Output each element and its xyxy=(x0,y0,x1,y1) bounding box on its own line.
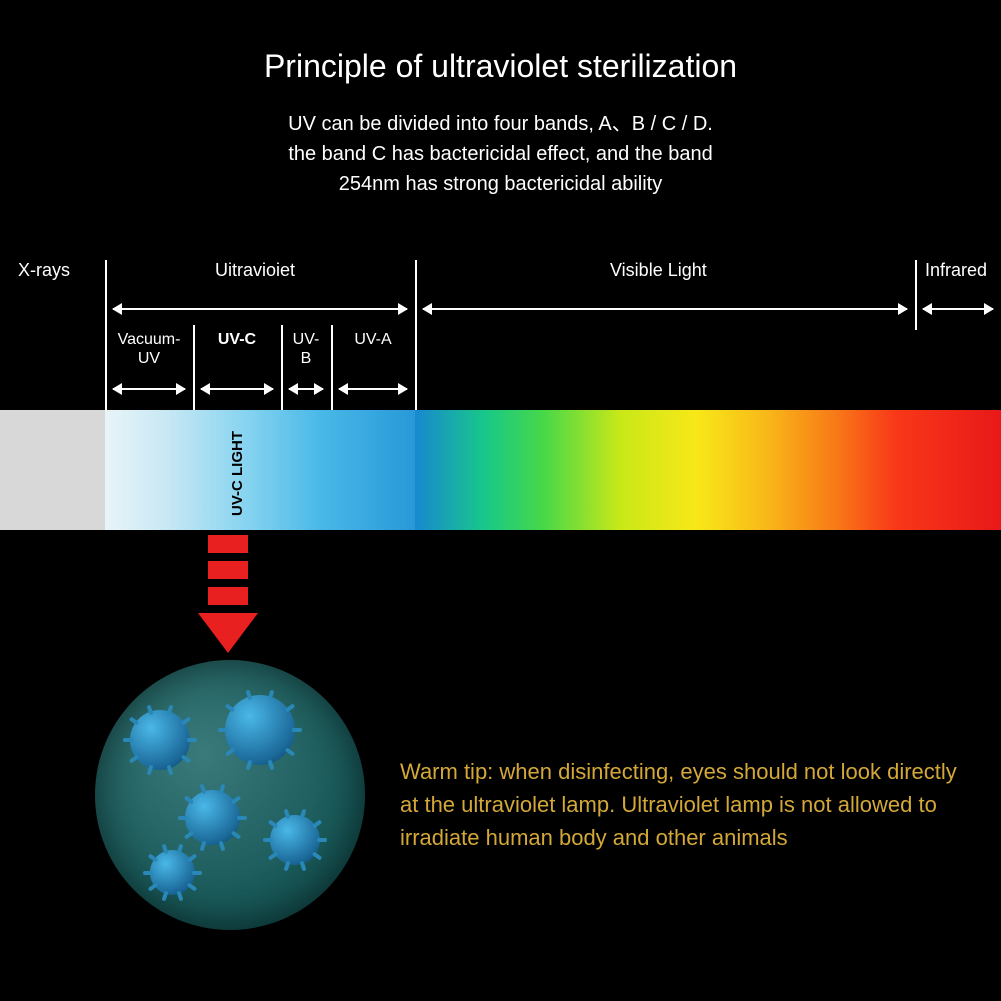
subtitle-line-2: the band C has bactericidal effect, and … xyxy=(288,143,712,165)
top-range-arrows xyxy=(0,300,1001,330)
spectrum-bar: UV-C LIGHT xyxy=(0,410,1001,530)
divider-1 xyxy=(105,260,107,330)
arrow-uvc xyxy=(201,388,273,390)
uv-subband-labels: Vacuum- UV UV-C UV- B UV-A xyxy=(0,330,1001,380)
spectrum-chart: X-rays Uitravioiet Visible Light Infrare… xyxy=(0,260,1001,530)
top-category-labels: X-rays Uitravioiet Visible Light Infrare… xyxy=(0,260,1001,300)
red-dash-2 xyxy=(208,561,248,579)
label-infrared: Infrared xyxy=(925,260,987,281)
red-dash-1 xyxy=(208,535,248,553)
divider-3 xyxy=(915,260,917,330)
red-dash-3 xyxy=(208,587,248,605)
divider-2 xyxy=(415,260,417,330)
uv-band xyxy=(105,410,415,530)
uv-subband-arrows xyxy=(0,380,1001,405)
visible-infrared-band xyxy=(415,410,1001,530)
virus-illustration xyxy=(95,660,365,930)
subtitle-line-1: UV can be divided into four bands, A、B /… xyxy=(288,113,713,135)
page-title: Principle of ultraviolet sterilization xyxy=(0,0,1001,85)
label-vacuum-uv: Vacuum- UV xyxy=(108,330,190,368)
uvc-light-label: UV-C LIGHT xyxy=(229,431,246,516)
virus-icon xyxy=(270,815,320,865)
label-visible-light: Visible Light xyxy=(610,260,707,281)
uvc-pointer-arrow xyxy=(208,535,248,653)
red-arrowhead xyxy=(198,613,258,653)
label-uva: UV-A xyxy=(331,330,415,349)
subtitle-line-3: 254nm has strong bactericidal ability xyxy=(339,173,663,195)
arrow-ultraviolet xyxy=(113,308,407,310)
arrow-vacuum-uv xyxy=(113,388,185,390)
label-xrays: X-rays xyxy=(18,260,70,281)
virus-icon xyxy=(225,695,295,765)
virus-icon xyxy=(150,850,195,895)
subtitle: UV can be divided into four bands, A、B /… xyxy=(0,109,1001,199)
arrow-visible xyxy=(423,308,907,310)
label-ultraviolet: Uitravioiet xyxy=(215,260,295,281)
arrow-infrared xyxy=(923,308,993,310)
virus-icon xyxy=(185,790,240,845)
xray-band xyxy=(0,410,105,530)
warning-text: Warm tip: when disinfecting, eyes should… xyxy=(400,755,960,854)
arrow-uva xyxy=(339,388,407,390)
label-uvc: UV-C xyxy=(195,330,279,349)
label-uvb: UV- B xyxy=(281,330,331,368)
arrow-uvb xyxy=(289,388,323,390)
virus-icon xyxy=(130,710,190,770)
